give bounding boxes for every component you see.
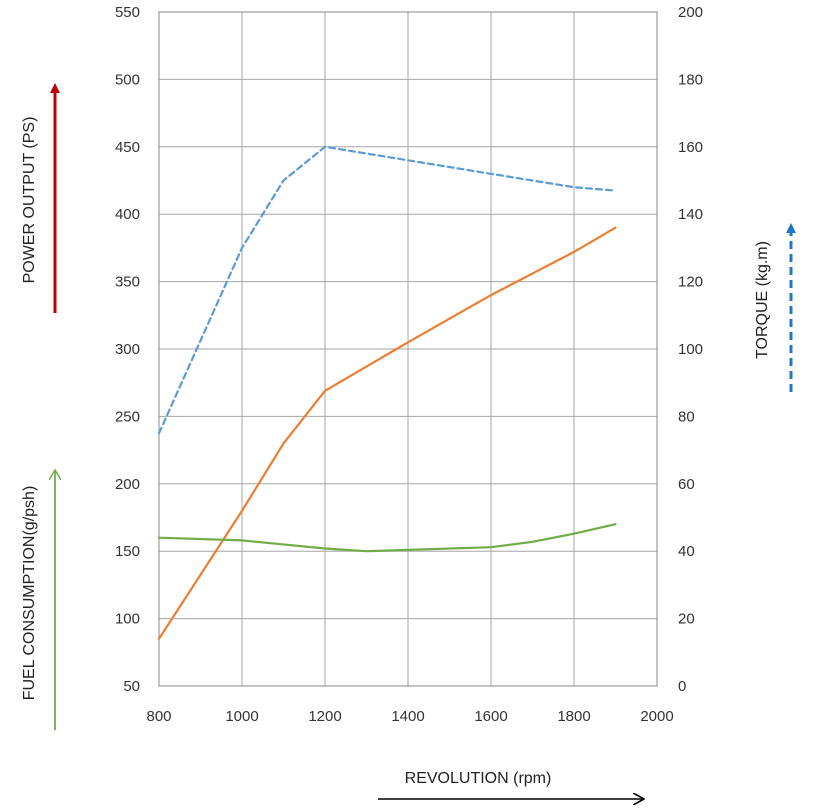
x-tick-label: 800 (146, 708, 171, 725)
fuel-line (157, 523, 617, 553)
y-left-tick-label: 500 (115, 71, 140, 88)
y-right-tick-label: 180 (678, 71, 703, 88)
y-right-tick-label: 20 (678, 611, 695, 628)
y-left-tick-label: 350 (115, 274, 140, 291)
y-right-tick-label: 0 (678, 678, 686, 695)
fuel-axis-title: FUEL CONSUMPTION(g/psh) (21, 486, 38, 701)
plot-frame (158, 11, 658, 687)
y-right-tick-label: 40 (678, 543, 695, 560)
y-right-tick-label: 60 (678, 476, 695, 493)
y-left-tick-label: 400 (115, 206, 140, 223)
revolution-axis-title: REVOLUTION (rpm) (405, 770, 552, 787)
torque-line (157, 145, 617, 435)
y-left-tick-label: 300 (115, 341, 140, 358)
power-line (157, 226, 617, 640)
x-tick-label: 1400 (391, 708, 424, 725)
y-right-tick-label: 160 (678, 139, 703, 156)
tick-labels: 800 1000 1200 1400 1600 1800 20005010015020025… (115, 4, 703, 725)
x-tick-label: 2000 (640, 708, 673, 725)
x-tick-label: 1200 (308, 708, 341, 725)
y-right-tick-label: 120 (678, 274, 703, 291)
y-right-tick-label: 140 (678, 206, 703, 223)
y-right-tick-label: 100 (678, 341, 703, 358)
torque-axis-title: TORQUE (kg.m) (754, 241, 771, 359)
x-tick-label: 1000 (225, 708, 258, 725)
power-axis-title: POWER OUTPUT (PS) (21, 117, 38, 284)
y-left-tick-label: 150 (115, 543, 140, 560)
y-left-tick-label: 100 (115, 611, 140, 628)
y-left-tick-label: 450 (115, 139, 140, 156)
x-tick-label: 1800 (557, 708, 590, 725)
y-left-tick-label: 50 (123, 678, 140, 695)
series-lines (157, 145, 617, 640)
y-left-tick-label: 550 (115, 4, 140, 21)
y-right-tick-label: 200 (678, 4, 703, 21)
y-left-tick-label: 200 (115, 476, 140, 493)
x-tick-label: 1600 (474, 708, 507, 725)
y-right-tick-label: 80 (678, 408, 695, 425)
y-left-tick-label: 250 (115, 408, 140, 425)
grid-lines (159, 12, 657, 686)
